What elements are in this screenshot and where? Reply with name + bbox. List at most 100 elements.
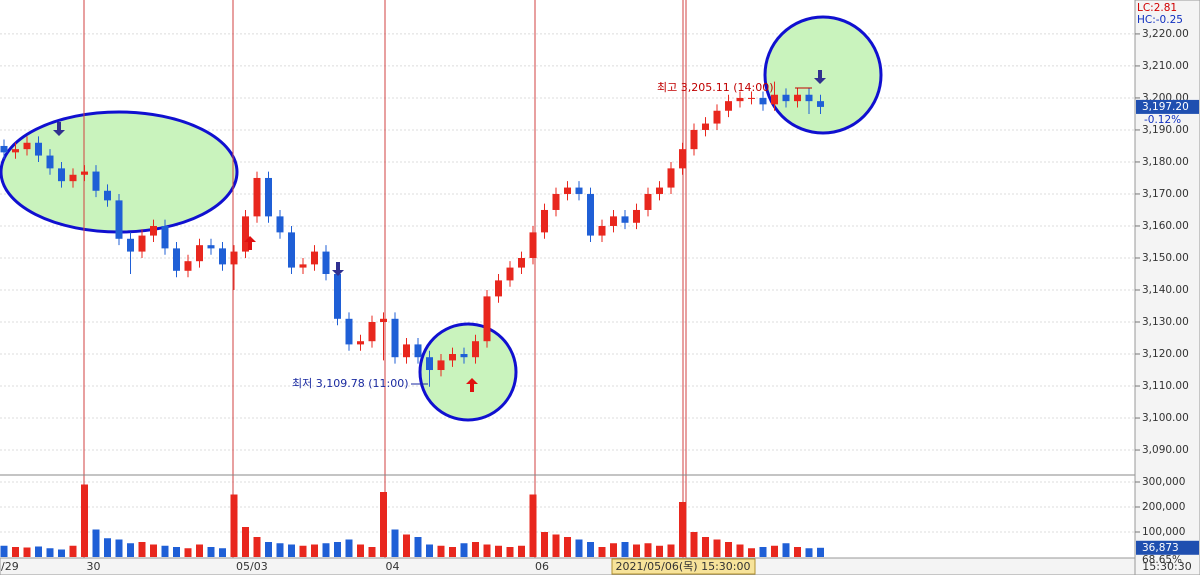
volume-bar [575,539,583,557]
volume-bar [322,543,330,557]
volume-tick-label: 100,000 [1142,526,1185,538]
volume-bar [506,547,514,557]
volume-bar [564,537,571,557]
candle-body [196,245,203,262]
volume-bar [253,537,261,557]
candle-body [345,318,353,345]
volume-bar [58,549,65,557]
arrow [332,262,344,276]
arrow [466,378,478,392]
cursor-time: 2021/05/06(목) 15:30:00 [615,560,750,573]
y-tick-label: 3,190.00 [1142,124,1189,136]
arrow [244,236,256,250]
volume-bar [736,544,744,557]
volume-bar [748,548,755,557]
volume-bar [598,547,606,557]
candle-body [150,225,157,236]
axis-panel [1134,0,1200,575]
candle-body [679,149,686,169]
candle-body [564,187,571,194]
arrow [814,70,826,84]
volume-bar [92,529,100,557]
volume-bar [115,539,123,557]
candle-body [265,177,272,217]
candle-body [460,354,468,358]
last-price-label: 3,197.20 [1142,101,1189,113]
volume-bar [184,548,192,557]
candle-body [357,341,364,345]
y-tick-label: 3,090.00 [1142,444,1189,456]
volume-bar [69,545,77,557]
y-tick-label: 3,150.00 [1142,252,1189,264]
candle-body [35,142,42,156]
candle-body [219,248,226,265]
volume-bar [518,545,525,557]
candle-body [690,129,698,150]
candle-body [483,296,491,342]
volume-bar [495,545,502,557]
candle-body [748,97,755,99]
candle-body [713,110,721,124]
volume-bar [679,502,686,557]
candle-body [426,357,433,371]
volume-bar [288,544,295,557]
volume-bar [782,543,790,557]
change-label: -0.12% [1144,114,1181,126]
candle-body [667,168,675,188]
high-annotation: 최고 3,205.11 (14:00) [657,81,774,94]
candle-body [782,94,790,102]
candle-body [299,264,307,268]
candle-body [552,193,560,210]
candle-body [725,101,732,111]
candle-body [69,174,77,182]
volume-bar [794,547,801,557]
volume-bar [23,547,31,557]
volume-bar [334,542,341,557]
last-volume-label: 36,873 [1142,542,1179,554]
volume-bar [817,547,824,557]
volume-bar [196,544,203,557]
candle-body [115,200,123,239]
candle-body [759,97,767,105]
highlight-circle [763,15,883,135]
clock: 15:30:30 [1142,560,1191,573]
y-tick-label: 3,210.00 [1142,60,1189,72]
volume-ratio-label: 68.65% [1142,554,1182,566]
candle-body [322,251,330,274]
volume-bar [460,543,468,557]
x-tick-label: 05/03 [236,560,268,573]
candle-body [472,341,479,358]
volume-bar [610,543,617,557]
y-tick-label: 3,170.00 [1142,188,1189,200]
volume-tick-label: 300,000 [1142,476,1185,488]
volume-bar [12,547,19,557]
candle-body [633,209,640,223]
volume-bar [771,545,778,557]
candle-body [805,94,813,102]
x-tick-label: 30 [87,560,101,573]
low-annotation: 최저 3,109.78 (11:00) [292,377,409,390]
candle-body [161,225,169,249]
candle-body [449,354,456,361]
volume-bar [449,547,456,557]
y-tick-label: 3,140.00 [1142,284,1189,296]
volume-bar [380,492,387,557]
candle-body [610,216,617,226]
candle-body [368,322,376,342]
value-axis: LC:2.81 HC:-0.25 3,090.00 3,100.00 3,110.0… [1134,0,1200,575]
volume-bar [805,548,813,557]
volume-bar [127,543,134,557]
volume-bar [656,545,663,557]
volume-bar [345,539,353,557]
candle-body [104,190,111,201]
volume-bar [587,542,594,557]
volume-bar [219,548,226,557]
volume-bar [299,545,307,557]
y-tick-label: 3,130.00 [1142,316,1189,328]
last-price-box [1136,99,1199,114]
candle-body [506,267,514,281]
volume-bar [633,544,640,557]
candle-body [334,273,341,319]
volume-bar [403,534,410,557]
